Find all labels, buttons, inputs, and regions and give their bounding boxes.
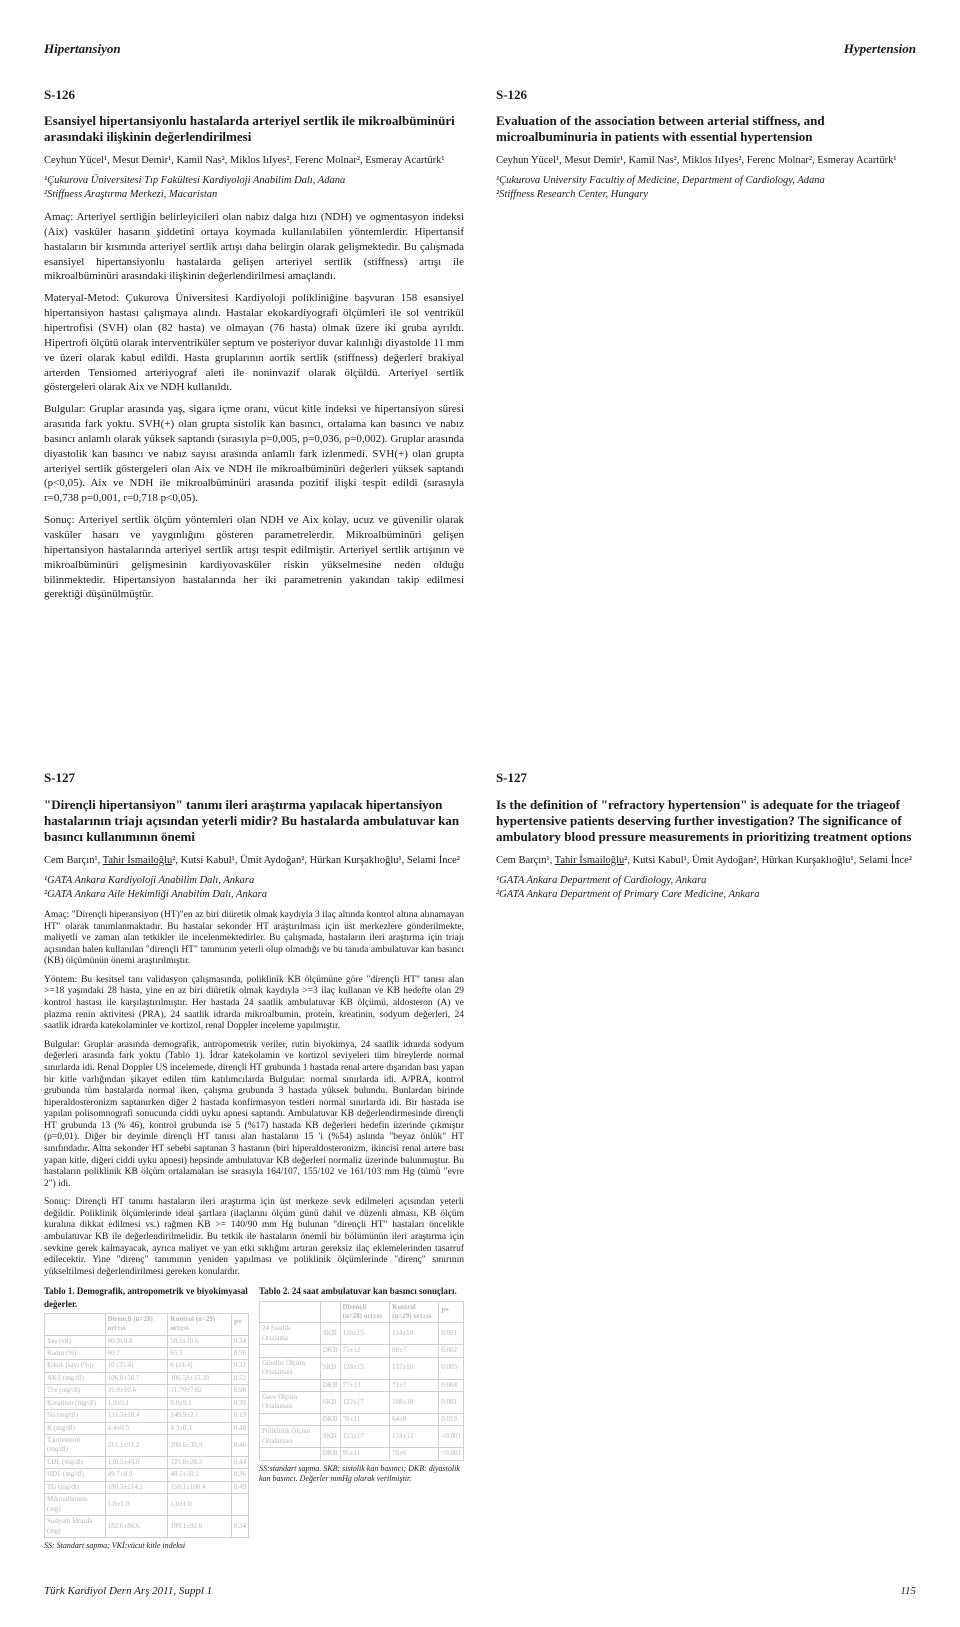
s127-en: S-127 Is the definition of "refractory h… xyxy=(496,769,916,1552)
header-right: Hypertension xyxy=(844,40,916,58)
para-metod: Materyal-Metod: Çukurova Üniversitesi Ka… xyxy=(44,291,464,395)
row-s126: S-126 Esansiyel hipertansiyonlu hastalar… xyxy=(44,86,916,610)
s126-en: S-126 Evaluation of the association betw… xyxy=(496,86,916,610)
table2: Dirençli (n=28) ort±ssKontrol (n=29) ort… xyxy=(259,1301,464,1461)
para-bulgular: Bulgular: Gruplar arasında yaş, sigara i… xyxy=(44,402,464,506)
page-footer: Türk Kardiyol Dern Arş 2011, Suppl 1 115 xyxy=(44,1584,916,1599)
para-sonuc: Sonuç: Arteriyel sertlik ölçüm yöntemler… xyxy=(44,513,464,602)
abstract-id: S-127 xyxy=(44,769,464,787)
authors: Ceyhun Yücel¹, Mesut Demir¹, Kamil Nas²,… xyxy=(44,154,464,168)
s126-tr: S-126 Esansiyel hipertansiyonlu hastalar… xyxy=(44,86,464,610)
affiliations: ¹GATA Ankara Kardiyoloji Anabilim Dalı, … xyxy=(44,874,464,902)
affiliations: ¹Çukurova Üniversitesi Tıp Fakültesi Kar… xyxy=(44,174,464,202)
abstract-title: Evaluation of the association between ar… xyxy=(496,113,916,146)
abstract-title: Esansiyel hipertansiyonlu hastalarda art… xyxy=(44,113,464,146)
spacer xyxy=(44,609,916,769)
table2-caption: Tablo 2. 24 saat ambulatuvar kan basıncı… xyxy=(259,1285,464,1297)
header-left: Hipertansiyon xyxy=(44,40,121,58)
para-yontem: Yöntem: Bu kesitsel tanı validasyon çalı… xyxy=(44,975,464,1033)
table1-caption: Tablo 1. Demografik, antropometrik ve bi… xyxy=(44,1285,249,1309)
para-sonuc: Sonuç: Dirençli HT tanımı hastaların ile… xyxy=(44,1197,464,1278)
para-bulgular: Bulgular: Gruplar arasında demografik, a… xyxy=(44,1040,464,1191)
authors: Cem Barçın¹, Tahir İsmailoğlu², Kutsi Ka… xyxy=(496,854,916,868)
table2-block: Tablo 2. 24 saat ambulatuvar kan basıncı… xyxy=(259,1285,464,1551)
footer-left: Türk Kardiyol Dern Arş 2011, Suppl 1 xyxy=(44,1584,212,1599)
affiliations: ¹GATA Ankara Department of Cardiology, A… xyxy=(496,874,916,902)
abstract-id: S-127 xyxy=(496,769,916,787)
affiliations: ¹Çukurova University Facultiy of Medicin… xyxy=(496,174,916,202)
authors: Ceyhun Yücel¹, Mesut Demir¹, Kamil Nas²,… xyxy=(496,154,916,168)
footer-page: 115 xyxy=(900,1584,916,1599)
authors: Cem Barçın¹, Tahir İsmailoğlu², Kutsi Ka… xyxy=(44,854,464,868)
abstract-id: S-126 xyxy=(496,86,916,104)
s127-tr: S-127 "Dirençli hipertansiyon" tanımı il… xyxy=(44,769,464,1552)
table1-block: Tablo 1. Demografik, antropometrik ve bi… xyxy=(44,1285,249,1551)
row-s127: S-127 "Dirençli hipertansiyon" tanımı il… xyxy=(44,769,916,1552)
table2-footnote: SS:standart sapma. SKB: sistolik kan bas… xyxy=(259,1464,464,1486)
table1-footnote: SS: Standart sapma; VKİ:vücut kitle inde… xyxy=(44,1541,249,1552)
running-header: Hipertansiyon Hypertension xyxy=(44,40,916,58)
tables-row: Tablo 1. Demografik, antropometrik ve bi… xyxy=(44,1285,464,1551)
abstract-id: S-126 xyxy=(44,86,464,104)
table1: Dirençli (n=28) ort±ssKontrol (n=29) ort… xyxy=(44,1313,249,1538)
para-amac: Amaç: Arteriyel sertliğin belirleyiciler… xyxy=(44,210,464,284)
abstract-title: Is the definition of "refractory hyperte… xyxy=(496,797,916,846)
abstract-title: "Dirençli hipertansiyon" tanımı ileri ar… xyxy=(44,797,464,846)
para-amac: Amaç: "Dirençli hiperansiyon (HT)"en az … xyxy=(44,910,464,968)
